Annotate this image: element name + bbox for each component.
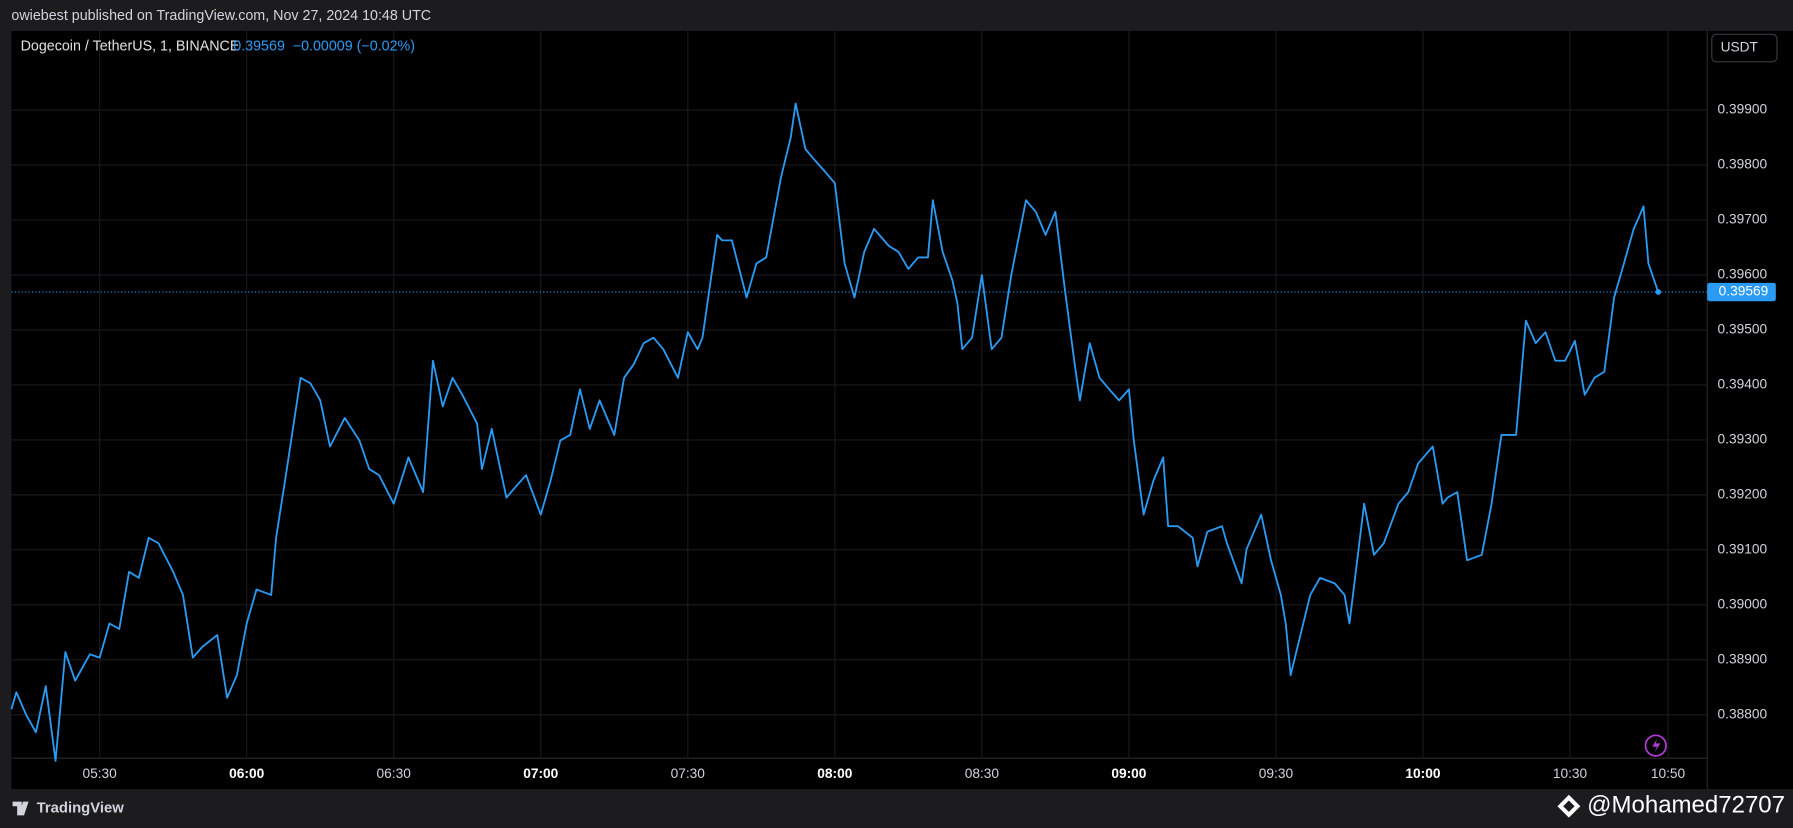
last-price-tag (1707, 282, 1776, 302)
y-tick-label: 0.39000 (1718, 596, 1768, 611)
x-tick-label: 06:00 (229, 766, 264, 781)
watermark: @Mohamed72707 (1587, 792, 1785, 819)
y-tick-label: 0.39500 (1718, 322, 1768, 337)
currency-button[interactable] (1711, 33, 1778, 63)
x-tick-label: 08:30 (965, 766, 1000, 781)
currency-label[interactable]: USDT (1721, 40, 1759, 55)
last-price-dot (1655, 289, 1662, 295)
y-tick-label: 0.39400 (1718, 377, 1768, 392)
y-tick-label: 0.39800 (1718, 157, 1768, 172)
watermark-logo (1557, 794, 1581, 818)
y-tick-label: 0.39100 (1718, 541, 1768, 556)
brand: TradingView (37, 800, 125, 816)
legend-price: 0.39569 (233, 39, 285, 55)
x-tick-label: 10:30 (1553, 766, 1588, 781)
x-tick-label: 05:30 (82, 766, 117, 781)
legend-title: Dogecoin / TetherUS, 1, BINANCE (21, 39, 240, 55)
chart-area (11, 30, 1793, 790)
last-price-label: 0.39569 (1719, 284, 1769, 299)
publisher-line: owiebest published on TradingView.com, N… (11, 8, 431, 24)
y-tick-label: 0.38900 (1718, 651, 1768, 666)
alert-bolt (1652, 738, 1661, 753)
x-tick-label: 09:00 (1111, 766, 1146, 781)
legend-change: −0.00009 (−0.02%) (293, 39, 415, 55)
y-tick-label: 0.39700 (1718, 212, 1768, 227)
x-tick-label: 07:30 (671, 766, 706, 781)
y-tick-label: 0.39200 (1718, 487, 1768, 502)
y-tick-label: 0.39300 (1718, 432, 1768, 447)
tv-logo (12, 801, 29, 816)
x-tick-label: 09:30 (1259, 766, 1294, 781)
y-tick-label: 0.39900 (1718, 102, 1768, 117)
alert-icon[interactable] (1644, 734, 1667, 757)
y-tick-label: 0.38800 (1718, 706, 1768, 721)
x-tick-label: 07:00 (523, 766, 558, 781)
y-tick-label: 0.39600 (1718, 267, 1768, 282)
x-tick-label: 10:50 (1651, 766, 1686, 781)
x-tick-label: 10:00 (1405, 766, 1440, 781)
x-tick-label: 08:00 (817, 766, 852, 781)
price-line (10, 102, 1660, 762)
x-tick-label: 06:30 (377, 766, 412, 781)
